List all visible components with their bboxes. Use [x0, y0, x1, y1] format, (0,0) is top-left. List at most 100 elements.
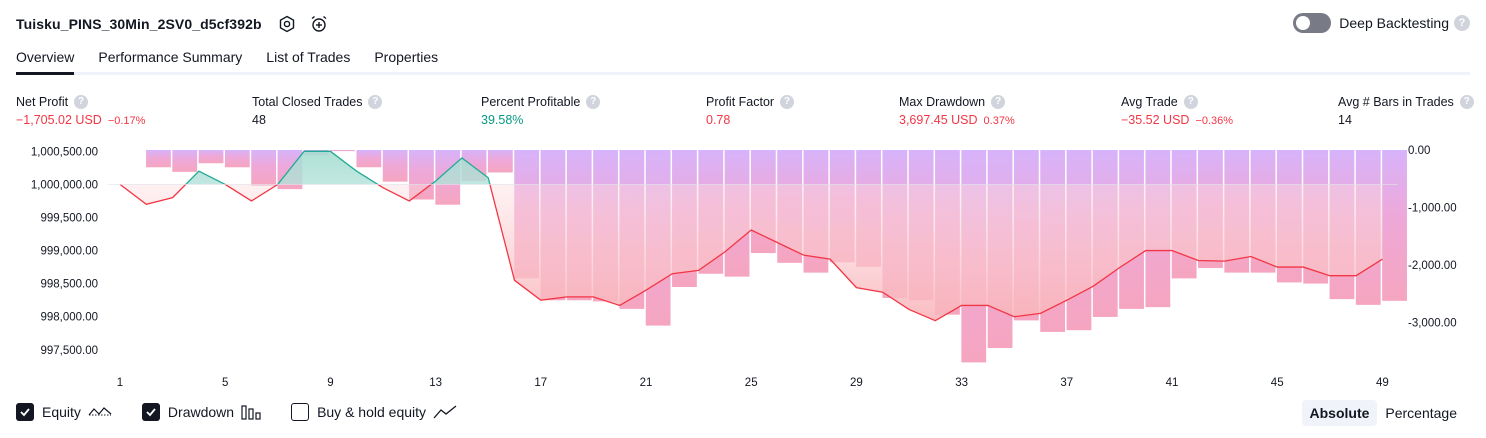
view-mode-toggle: Absolute Percentage [1301, 400, 1466, 426]
deep-backtesting-toggle[interactable] [1293, 13, 1332, 33]
tab-list-of-trades[interactable]: List of Trades [266, 49, 351, 65]
right-axis-tick-label: -2,000.00 [1408, 260, 1457, 272]
left-axis-tick-label: 1,000,000.00 [31, 179, 98, 191]
legend-buy-hold-equity[interactable]: Buy & hold equity [291, 403, 457, 421]
info-icon[interactable]: ? [1183, 94, 1198, 109]
info-icon[interactable]: ? [1459, 94, 1474, 109]
stat-value: 0.78 [706, 113, 731, 127]
x-axis-tick-label: 41 [1166, 377, 1179, 389]
stat-avg-trade: Avg Trade? −35.52 USD −0.36% [1121, 93, 1233, 127]
stat-total-closed-trades: Total Closed Trades? 48 [252, 93, 383, 127]
percentage-button[interactable]: Percentage [1385, 405, 1457, 421]
legend-drawdown[interactable]: Drawdown [141, 403, 261, 421]
stat-label: Avg # Bars in Trades [1338, 94, 1454, 109]
left-axis-tick-label: 997,500.00 [40, 345, 98, 357]
x-axis: 1 5 9 13 17 21 25 29 33 37 41 45 49 [117, 377, 1389, 389]
equity-fill [120, 151, 1383, 321]
legend-equity[interactable]: Equity [16, 403, 112, 421]
left-axis-tick-label: 999,000.00 [40, 246, 98, 258]
equity-line-icon [88, 405, 112, 419]
x-axis-tick-label: 33 [955, 377, 968, 389]
drawdown-label: Drawdown [167, 404, 235, 420]
x-axis-tick-label: 13 [429, 377, 442, 389]
left-axis: 1,000,500.00 1,000,000.00 999,500.00 999,00… [31, 146, 98, 356]
x-axis-tick-label: 37 [1060, 377, 1073, 389]
deep-backtesting-control: Deep Backtesting ? [1293, 13, 1470, 33]
stat-sub-value: 0.37% [983, 115, 1015, 127]
strategy-title: Tuisku_PINS_30Min_2SV0_d5cf392b [16, 16, 262, 32]
right-axis: 0.00 -1,000.00 -2,000.00 -3,000.00 [1408, 145, 1457, 330]
stat-label: Avg Trade [1121, 94, 1178, 109]
equity-line-loss [119, 184, 1383, 322]
stat-percent-profitable: Percent Profitable? 39.58% [481, 93, 601, 127]
drawdown-bar [172, 150, 198, 172]
stat-label: Max Drawdown [899, 94, 986, 109]
settings-icon[interactable] [276, 13, 298, 35]
stat-label: Total Closed Trades [252, 94, 363, 109]
info-icon[interactable]: ? [368, 94, 383, 109]
tab-performance-summary[interactable]: Performance Summary [98, 49, 243, 65]
tab-properties[interactable]: Properties [374, 49, 439, 65]
stat-sub-value: −0.36% [1195, 115, 1234, 127]
equity-line [108, 150, 1398, 322]
stats-row: Net Profit? −1,705.02 USD −0.17% Total Cl… [0, 93, 1486, 133]
x-axis-tick-label: 49 [1376, 377, 1389, 389]
equity-label: Equity [42, 404, 81, 420]
chart-legend: Equity Drawdown Buy & hold equity [16, 403, 487, 421]
info-icon[interactable]: ? [991, 94, 1006, 109]
x-axis-tick-label: 29 [850, 377, 863, 389]
stat-value: −1,705.02 USD [16, 113, 102, 127]
x-axis-tick-label: 5 [222, 377, 228, 389]
info-icon[interactable]: ? [586, 94, 601, 109]
help-icon[interactable]: ? [1454, 15, 1470, 31]
x-axis-tick-label: 21 [640, 377, 653, 389]
right-axis-tick-label: -1,000.00 [1408, 203, 1457, 215]
x-axis-tick-label: 45 [1271, 377, 1284, 389]
x-axis-tick-label: 17 [534, 377, 547, 389]
absolute-button[interactable]: Absolute [1301, 400, 1378, 426]
buy-hold-line-icon [433, 405, 457, 419]
drawdown-bar [356, 150, 382, 168]
equity-line-profit [120, 150, 491, 185]
tab-bar: Overview Performance Summary List of Tra… [16, 42, 1470, 75]
drawdown-bars-icon [241, 404, 261, 420]
left-axis-tick-label: 998,500.00 [40, 279, 98, 291]
right-axis-tick-label: 0.00 [1408, 145, 1430, 157]
toggle-knob [1296, 16, 1311, 30]
strategy-header: Tuisku_PINS_30Min_2SV0_d5cf392b Deep Bac… [16, 11, 1470, 37]
drawdown-bar [1382, 150, 1407, 301]
stat-label: Percent Profitable [481, 94, 581, 109]
drawdown-bar [146, 150, 171, 168]
drawdown-bar [382, 150, 408, 182]
x-axis-tick-label: 25 [745, 377, 758, 389]
drawdown-checkbox[interactable] [141, 403, 160, 421]
x-axis-tick-label: 9 [327, 377, 333, 389]
deep-backtesting-label: Deep Backtesting [1339, 15, 1449, 31]
equity-drawdown-chart[interactable]: 1,000,500.00 1,000,000.00 999,500.00 999,00… [0, 138, 1486, 396]
drawdown-bar [487, 150, 513, 173]
stat-label: Net Profit [16, 94, 69, 109]
stat-value: 39.58% [481, 113, 524, 127]
equity-loss-area [120, 184, 1383, 321]
buy-hold-label: Buy & hold equity [317, 404, 427, 420]
equity-checkbox[interactable] [16, 403, 34, 421]
stat-sub-value: −0.17% [107, 115, 146, 127]
drawdown-bar [224, 150, 250, 168]
drawdown-bar [330, 150, 355, 152]
stat-value: 14 [1338, 113, 1352, 127]
info-icon[interactable]: ? [780, 94, 795, 109]
stat-value: −35.52 USD [1121, 113, 1190, 127]
drawdown-bar [198, 150, 224, 164]
info-icon[interactable]: ? [74, 94, 89, 109]
buy-hold-checkbox[interactable] [291, 403, 310, 421]
right-axis-tick-label: -3,000.00 [1408, 318, 1457, 330]
stat-value: 48 [252, 113, 266, 127]
left-axis-tick-label: 998,000.00 [40, 312, 98, 324]
alarm-add-icon[interactable] [308, 13, 330, 35]
stat-value: 3,697.45 USD [899, 113, 978, 127]
stat-avg-bars: Avg # Bars in Trades? 14 [1338, 93, 1474, 127]
drawdown-bar [251, 150, 277, 186]
stat-profit-factor: Profit Factor? 0.78 [706, 93, 795, 127]
left-axis-tick-label: 999,500.00 [40, 212, 98, 224]
tab-overview[interactable]: Overview [16, 42, 75, 75]
